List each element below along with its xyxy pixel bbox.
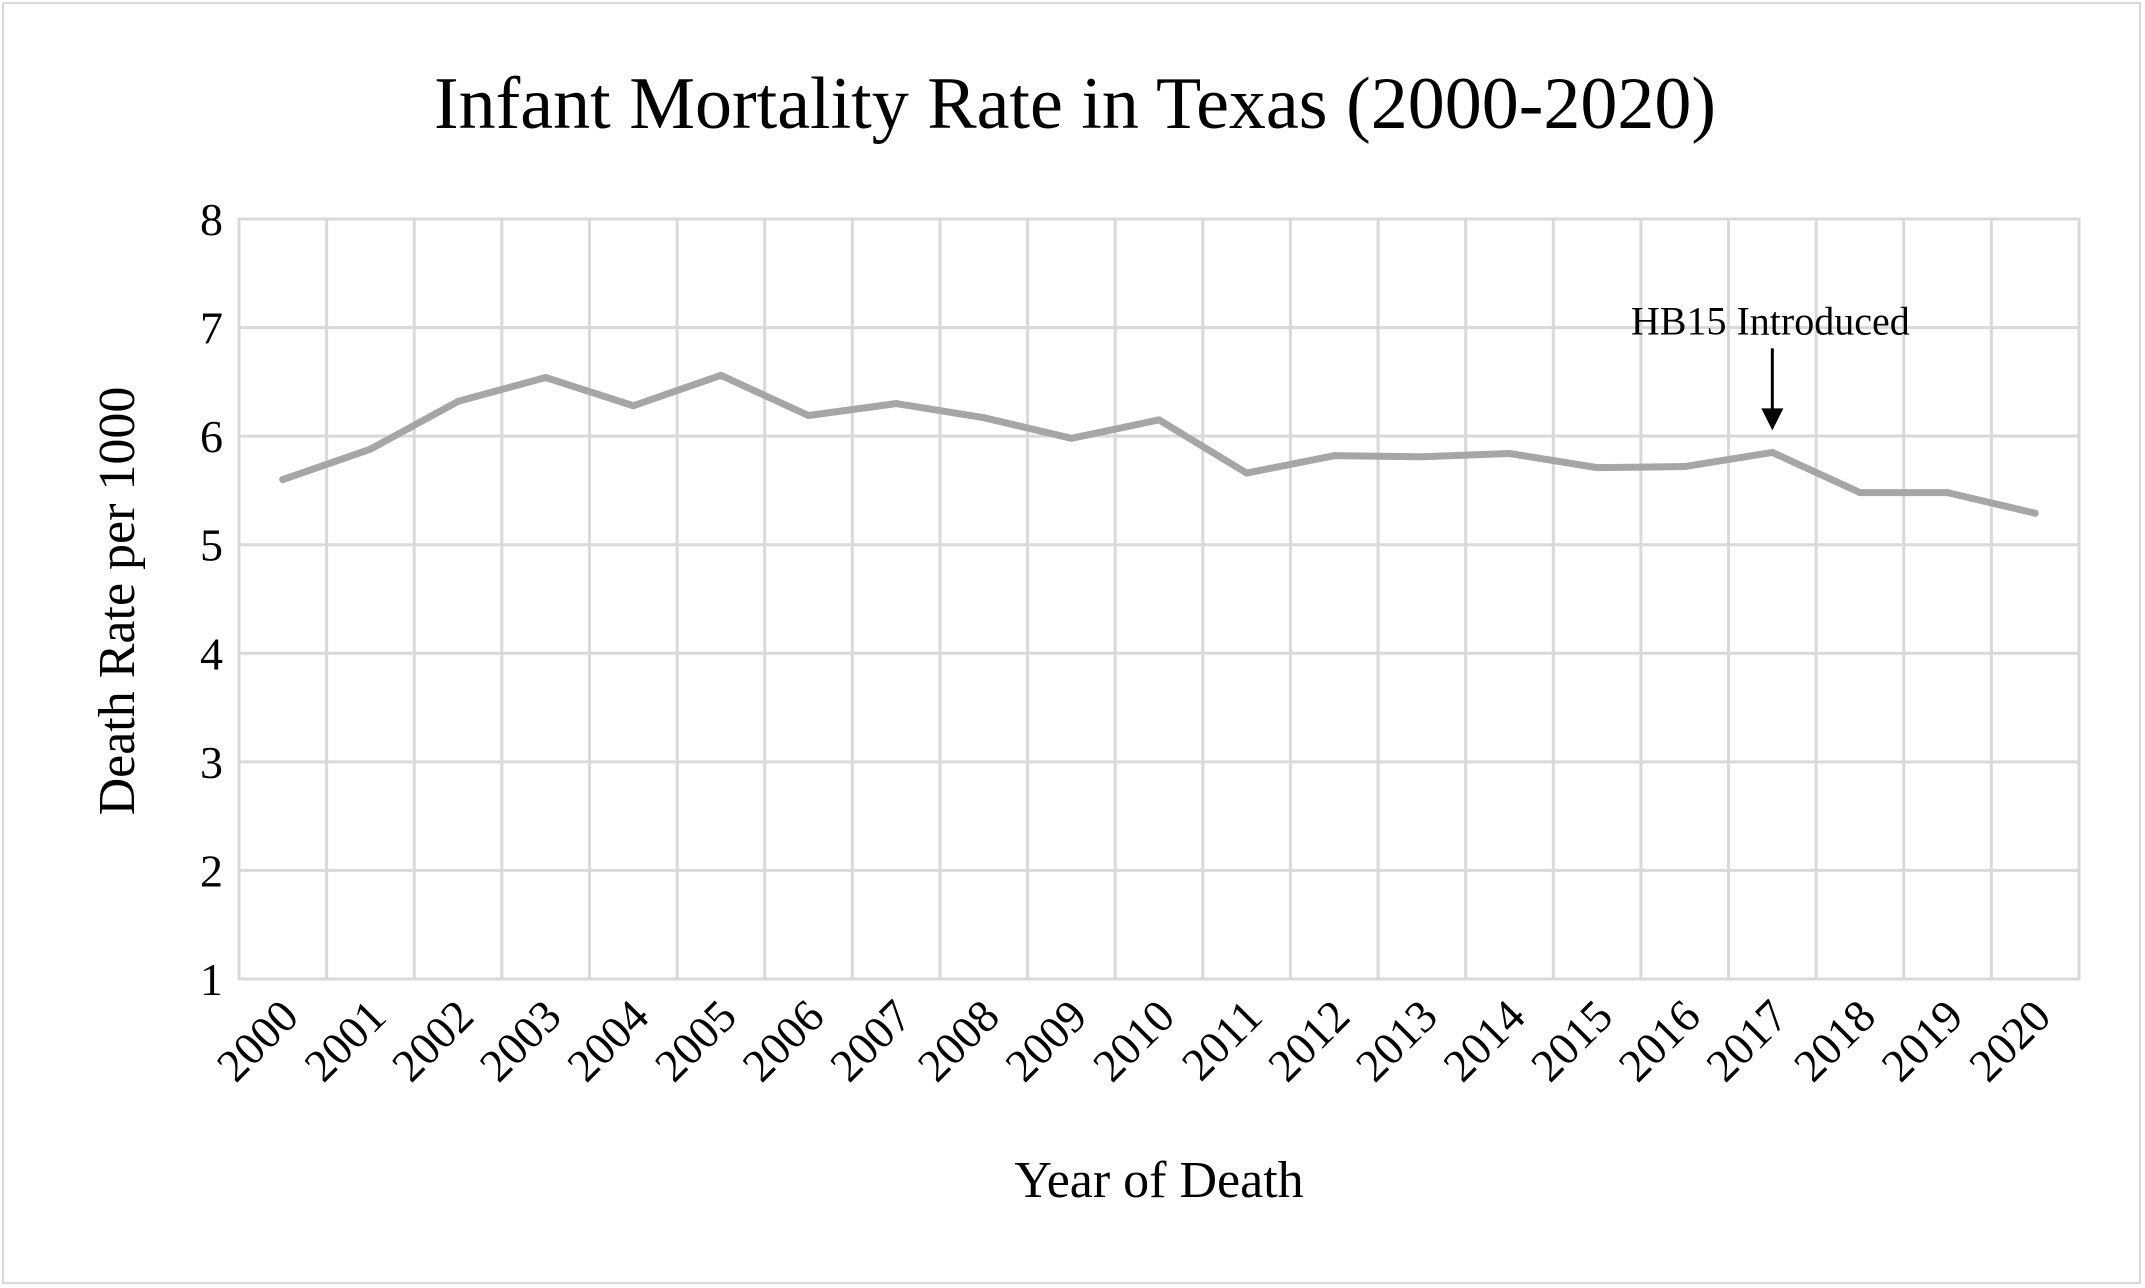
x-tick-label: 2015 bbox=[1521, 990, 1622, 1091]
y-tick-label: 1 bbox=[200, 954, 223, 1005]
data-point bbox=[1505, 450, 1513, 458]
data-point bbox=[1067, 434, 1075, 442]
data-point bbox=[542, 374, 550, 382]
chart-title: Infant Mortality Rate in Texas (2000-202… bbox=[434, 63, 1716, 145]
data-point bbox=[279, 476, 287, 484]
x-tick-label: 2005 bbox=[645, 990, 746, 1091]
y-axis-title: Death Rate per 1000 bbox=[89, 387, 146, 816]
x-axis-ticks: 2000200120022003200420052006200720082009… bbox=[207, 990, 2060, 1091]
data-point bbox=[892, 400, 900, 408]
data-point bbox=[2031, 509, 2039, 517]
data-point bbox=[1768, 448, 1776, 456]
data-point bbox=[1155, 416, 1163, 424]
x-tick-label: 2002 bbox=[382, 990, 483, 1091]
x-tick-label: 2013 bbox=[1346, 990, 1447, 1091]
x-tick-label: 2008 bbox=[908, 990, 1009, 1091]
x-tick-label: 2007 bbox=[820, 990, 921, 1091]
data-point bbox=[1944, 489, 1952, 497]
x-tick-label: 2014 bbox=[1433, 990, 1534, 1091]
annotation-layer: HB15 Introduced bbox=[1631, 298, 1910, 431]
data-point bbox=[805, 412, 813, 420]
data-point bbox=[1593, 464, 1601, 472]
x-tick-label: 2000 bbox=[207, 990, 308, 1091]
x-tick-label: 2001 bbox=[294, 990, 395, 1091]
y-tick-label: 8 bbox=[200, 194, 223, 245]
x-tick-label: 2018 bbox=[1784, 990, 1885, 1091]
x-tick-label: 2020 bbox=[1959, 990, 2060, 1091]
data-point bbox=[366, 445, 374, 453]
y-tick-label: 4 bbox=[200, 628, 223, 679]
annotation-arrowhead bbox=[1761, 408, 1784, 431]
data-point bbox=[980, 414, 988, 422]
x-axis-title: Year of Death bbox=[1014, 1152, 1303, 1209]
data-point bbox=[1418, 453, 1426, 461]
x-tick-label: 2004 bbox=[557, 990, 658, 1091]
x-tick-label: 2019 bbox=[1872, 990, 1973, 1091]
x-tick-label: 2009 bbox=[995, 990, 1096, 1091]
y-tick-label: 2 bbox=[200, 845, 223, 896]
data-point bbox=[1681, 463, 1689, 471]
grid bbox=[237, 217, 2081, 981]
data-point bbox=[454, 397, 462, 405]
x-tick-label: 2011 bbox=[1172, 990, 1272, 1090]
y-tick-label: 3 bbox=[200, 737, 223, 788]
data-point bbox=[1243, 469, 1251, 477]
series-layer bbox=[279, 371, 2039, 517]
x-tick-label: 2003 bbox=[470, 990, 571, 1091]
x-tick-label: 2012 bbox=[1258, 990, 1359, 1091]
annotation-label: HB15 Introduced bbox=[1631, 298, 1910, 343]
y-tick-label: 7 bbox=[200, 303, 223, 354]
x-tick-label: 2010 bbox=[1083, 990, 1184, 1091]
line-chart: Infant Mortality Rate in Texas (2000-202… bbox=[89, 63, 2081, 1209]
data-point bbox=[629, 402, 637, 410]
y-tick-label: 5 bbox=[200, 520, 223, 571]
y-axis-ticks: 1 2 3 4 5 6 7 8 bbox=[200, 194, 223, 1005]
data-point bbox=[1330, 452, 1338, 460]
data-point bbox=[717, 371, 725, 379]
plot-border bbox=[237, 217, 2081, 981]
data-point bbox=[1856, 489, 1864, 497]
x-tick-label: 2006 bbox=[732, 990, 833, 1091]
y-tick-label: 6 bbox=[200, 411, 223, 462]
x-tick-label: 2016 bbox=[1609, 990, 1710, 1091]
x-tick-label: 2017 bbox=[1696, 990, 1797, 1091]
